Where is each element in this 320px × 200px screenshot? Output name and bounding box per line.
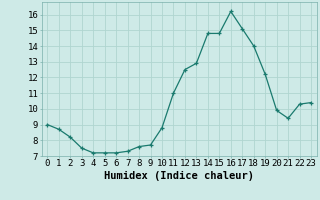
X-axis label: Humidex (Indice chaleur): Humidex (Indice chaleur) <box>104 171 254 181</box>
